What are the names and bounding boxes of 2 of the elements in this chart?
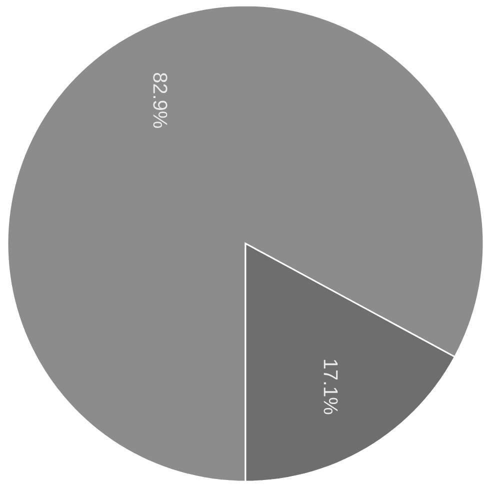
data-label: 82.9% (153, 72, 168, 128)
data-label: 17.1% (324, 360, 338, 414)
